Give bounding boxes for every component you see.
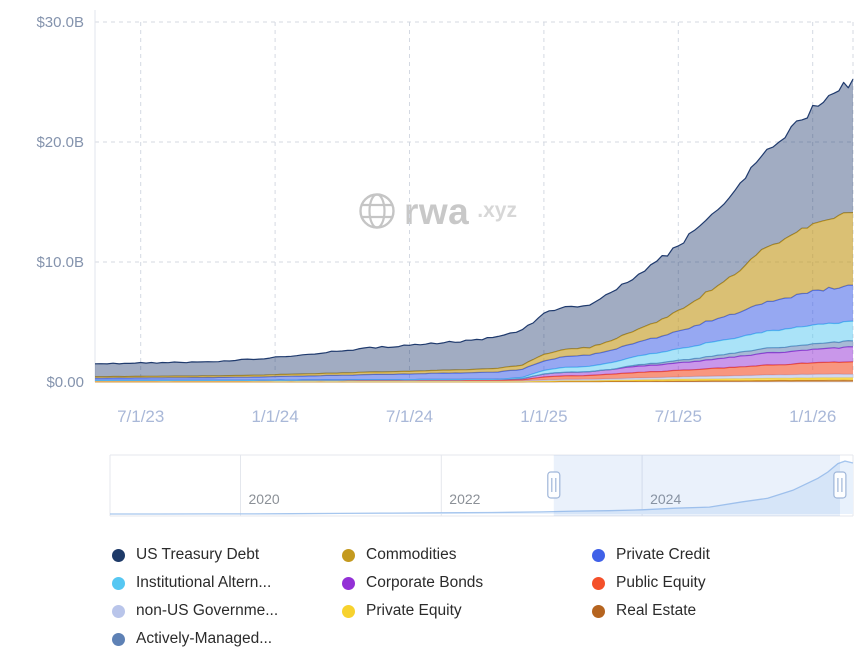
x-axis-tick-label: 7/1/23 (117, 407, 164, 426)
legend-item-private-equity[interactable]: Private Equity (342, 597, 592, 625)
legend-item-institutional-alternative[interactable]: Institutional Altern... (112, 569, 342, 597)
legend-swatch (592, 548, 605, 562)
legend-label: non-US Governme... (136, 602, 279, 619)
area-private-credit[interactable] (95, 285, 853, 381)
legend-item-non-us-government[interactable]: non-US Governme... (112, 597, 342, 625)
x-axis-labels: 7/1/23 1/1/24 7/1/24 1/1/25 7/1/25 1/1/26 (117, 407, 836, 426)
area-actively-managed[interactable] (95, 340, 853, 381)
x-axis-tick-label: 1/1/26 (789, 407, 836, 426)
nav-year-label: 2022 (449, 491, 480, 507)
legend-swatch (342, 548, 355, 562)
nav-area (110, 461, 853, 514)
legend-column-3: Private Credit Public Equity Real Estate (592, 541, 710, 651)
legend-swatch (592, 604, 605, 618)
area-non-us-government-debt[interactable] (95, 374, 853, 382)
x-axis-tick-label: 7/1/24 (386, 407, 433, 426)
nav-handle-left[interactable] (547, 471, 561, 499)
y-axis-tick-label: $0.00 (46, 374, 84, 391)
legend-item-commodities[interactable]: Commodities (342, 541, 592, 569)
tvl-stacked-area-chart[interactable]: $0.00$10.0B$20.0B$30.0B7/1/23 1/1/24 7/1/2… (0, 0, 857, 446)
legend-column-2: Commodities Corporate Bonds Private Equi… (342, 541, 592, 651)
nav-year-label: 2020 (249, 491, 280, 507)
legend-item-private-credit[interactable]: Private Credit (592, 541, 710, 569)
nav-line (110, 460, 854, 515)
date-range-navigator[interactable]: 2020 2022 2024 (0, 452, 857, 520)
legend-swatch (342, 604, 355, 618)
legend-label: US Treasury Debt (136, 546, 260, 563)
legend-item-corporate-bonds[interactable]: Corporate Bonds (342, 569, 592, 597)
legend-swatch (112, 548, 125, 562)
legend-item-real-estate[interactable]: Real Estate (592, 597, 710, 625)
legend-label: Public Equity (616, 574, 706, 591)
x-axis-tick-label: 1/1/24 (251, 407, 298, 426)
legend-item-public-equity[interactable]: Public Equity (592, 569, 710, 597)
legend-label: Private Credit (616, 546, 710, 563)
series-areas (94, 78, 854, 383)
legend-label: Actively-Managed... (136, 630, 273, 647)
area-corporate-bonds[interactable] (95, 346, 853, 381)
legend-label: Private Equity (366, 602, 462, 619)
legend-swatch (112, 604, 125, 618)
y-axis-tick-label: $30.0B (36, 14, 84, 31)
navigator-frame: 2020 2022 2024 (109, 454, 854, 517)
area-us-treasury-debt[interactable] (95, 79, 853, 377)
legend-label: Institutional Altern... (136, 574, 272, 591)
legend-label: Corporate Bonds (366, 574, 484, 591)
legend-item-us-treasury-debt[interactable]: US Treasury Debt (112, 541, 342, 569)
legend-swatch (592, 576, 605, 590)
nav-handle-right[interactable] (833, 471, 847, 499)
legend-swatch (112, 632, 125, 646)
legend-swatch (112, 576, 125, 590)
legend: US Treasury Debt Institutional Altern...… (112, 541, 710, 651)
watermark-tld: .xyz (477, 199, 517, 222)
line-us-treasury-debt (94, 78, 854, 365)
legend-swatch (342, 576, 355, 590)
globe-icon (359, 193, 395, 229)
area-public-equity[interactable] (95, 361, 853, 381)
area-institutional-alternative-funds[interactable] (95, 321, 853, 381)
legend-label: Commodities (366, 546, 457, 563)
legend-item-actively-managed[interactable]: Actively-Managed... (112, 625, 342, 651)
nav-selection-window[interactable] (553, 455, 840, 516)
legend-column-1: US Treasury Debt Institutional Altern...… (112, 541, 342, 651)
watermark: rwa .xyz (358, 192, 517, 230)
line-commodities (95, 212, 854, 378)
y-axis-tick-label: $10.0B (36, 254, 84, 271)
y-axis-labels: $0.00 $10.0B $20.0B $30.0B (36, 14, 84, 391)
y-axis-tick-label: $20.0B (36, 134, 84, 151)
watermark-brand: rwa (404, 190, 470, 232)
legend-label: Real Estate (616, 602, 697, 619)
nav-year-label: 2024 (650, 491, 681, 507)
x-axis-tick-label: 7/1/25 (655, 407, 702, 426)
area-private-equity[interactable] (95, 377, 853, 382)
x-axis-tick-label: 1/1/25 (520, 407, 567, 426)
